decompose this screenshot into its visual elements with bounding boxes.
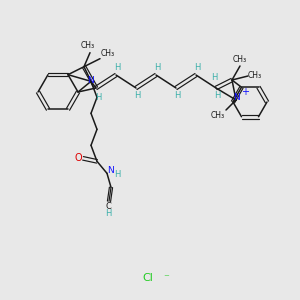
- Text: N: N: [234, 94, 240, 103]
- Text: N: N: [87, 76, 93, 85]
- Text: H: H: [194, 62, 200, 71]
- Text: H: H: [211, 74, 217, 82]
- Text: Cl: Cl: [142, 273, 153, 283]
- Text: H: H: [174, 92, 180, 100]
- Text: H: H: [105, 209, 111, 218]
- Text: H: H: [154, 62, 160, 71]
- Text: O: O: [74, 153, 82, 163]
- Text: C: C: [105, 202, 111, 211]
- Text: +: +: [241, 87, 249, 97]
- Text: H: H: [114, 62, 120, 71]
- Text: CH₃: CH₃: [211, 110, 225, 119]
- Text: H: H: [134, 92, 140, 100]
- Text: N: N: [106, 166, 113, 175]
- Text: H: H: [95, 92, 101, 101]
- Text: ⁻: ⁻: [163, 273, 169, 283]
- Text: CH₃: CH₃: [81, 41, 95, 50]
- Text: H: H: [214, 92, 220, 100]
- Text: CH₃: CH₃: [248, 71, 262, 80]
- Text: H: H: [114, 170, 120, 179]
- Text: CH₃: CH₃: [233, 55, 247, 64]
- Text: CH₃: CH₃: [101, 49, 115, 58]
